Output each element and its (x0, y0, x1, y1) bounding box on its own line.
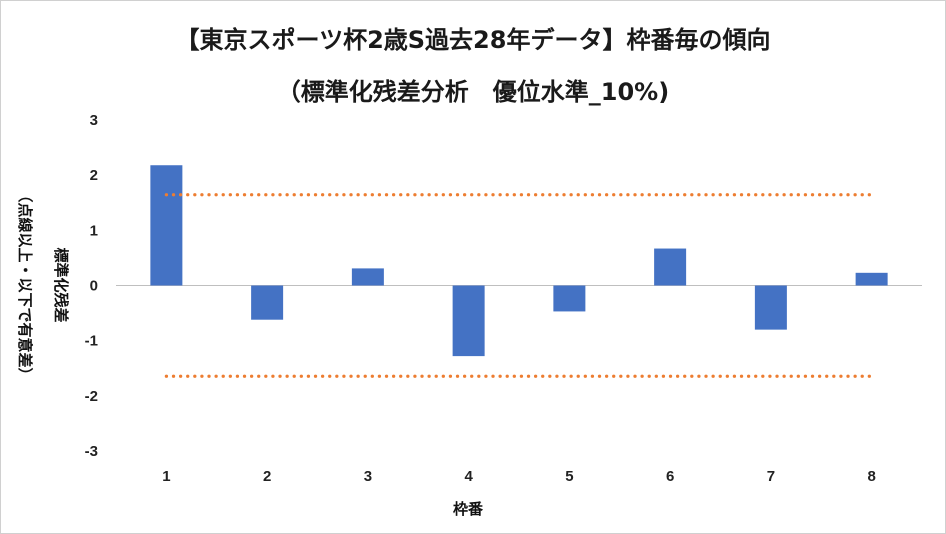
y-tick-label: 0 (90, 278, 98, 295)
x-tick-labels: 1 2 3 4 5 6 7 8 (162, 468, 876, 485)
bars (150, 165, 888, 357)
y-tick-label: -1 (85, 333, 98, 350)
bar-waku-3 (351, 268, 384, 286)
chart-subtitle: （標準化残差分析 優位水準_10%) (276, 78, 670, 106)
x-tick-label: 4 (464, 468, 473, 485)
chart-title: 【東京スポーツ杯2歳S過去28年データ】枠番毎の傾向 (175, 26, 771, 54)
x-tick-label: 2 (263, 468, 271, 485)
x-tick-label: 6 (666, 468, 674, 485)
bar-waku-7 (754, 285, 787, 330)
y-tick-label: -2 (85, 388, 98, 405)
bar-waku-4 (452, 285, 485, 357)
bar-waku-6 (654, 248, 687, 286)
y-tick-label: 1 (90, 222, 98, 239)
bar-waku-5 (553, 285, 586, 312)
x-tick-label: 3 (364, 468, 372, 485)
x-tick-label: 8 (867, 468, 875, 485)
y-tick-label: 3 (90, 112, 98, 129)
x-tick-label: 5 (565, 468, 573, 485)
y-tick-label: 2 (90, 167, 98, 184)
x-axis-title: 枠番 (453, 500, 484, 518)
y-axis-note: （点線以上・以下で有意差） (16, 187, 34, 382)
bar-waku-1 (150, 165, 183, 286)
bar-waku-8 (855, 272, 888, 286)
y-tick-labels: 3 2 1 0 -1 -2 -3 (85, 112, 98, 460)
bar-waku-2 (251, 285, 284, 320)
y-axis-title: 標準化残差 (52, 247, 70, 322)
y-tick-label: -3 (85, 443, 98, 460)
x-tick-label: 7 (767, 468, 775, 485)
x-tick-label: 1 (162, 468, 170, 485)
